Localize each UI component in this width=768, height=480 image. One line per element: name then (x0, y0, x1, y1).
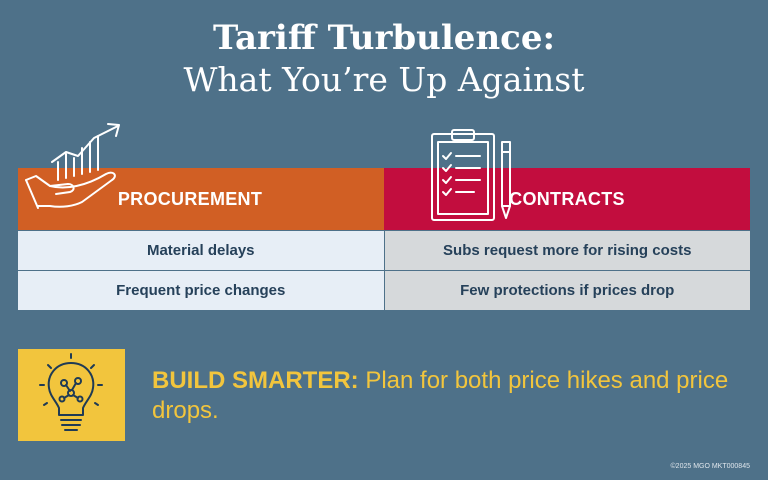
procurement-cell: Material delays (18, 231, 384, 270)
table-row: Frequent price changes Few protections i… (18, 271, 750, 310)
clipboard-checklist-icon (431, 129, 511, 221)
lightbulb-idea-icon (39, 353, 103, 431)
title-line-1: Tariff Turbulence: (212, 18, 556, 58)
contracts-cell: Subs request more for rising costs (384, 231, 750, 270)
procurement-cell: Frequent price changes (18, 271, 384, 310)
table-row: Material delays Subs request more for ri… (18, 231, 750, 270)
contracts-cell: Few protections if prices drop (384, 271, 750, 310)
tip-icon-box (18, 349, 125, 441)
copyright-footer: ©2025 MGO MKT000845 (670, 463, 750, 470)
page-title: Tariff Turbulence: What You’re Up Agains… (0, 18, 768, 102)
hand-growth-chart-icon (25, 123, 120, 209)
procurement-header: PROCUREMENT (18, 168, 384, 230)
procurement-header-label: PROCUREMENT (117, 188, 263, 209)
tip-body: Plan for both price hikes and price drop… (152, 367, 729, 424)
tip-label: BUILD SMARTER: (152, 367, 359, 394)
tip-text: BUILD SMARTER: Plan for both price hikes… (152, 366, 742, 426)
contracts-header-label: CONTRACTS (509, 188, 625, 209)
title-line-2: What You’re Up Against (183, 60, 585, 99)
